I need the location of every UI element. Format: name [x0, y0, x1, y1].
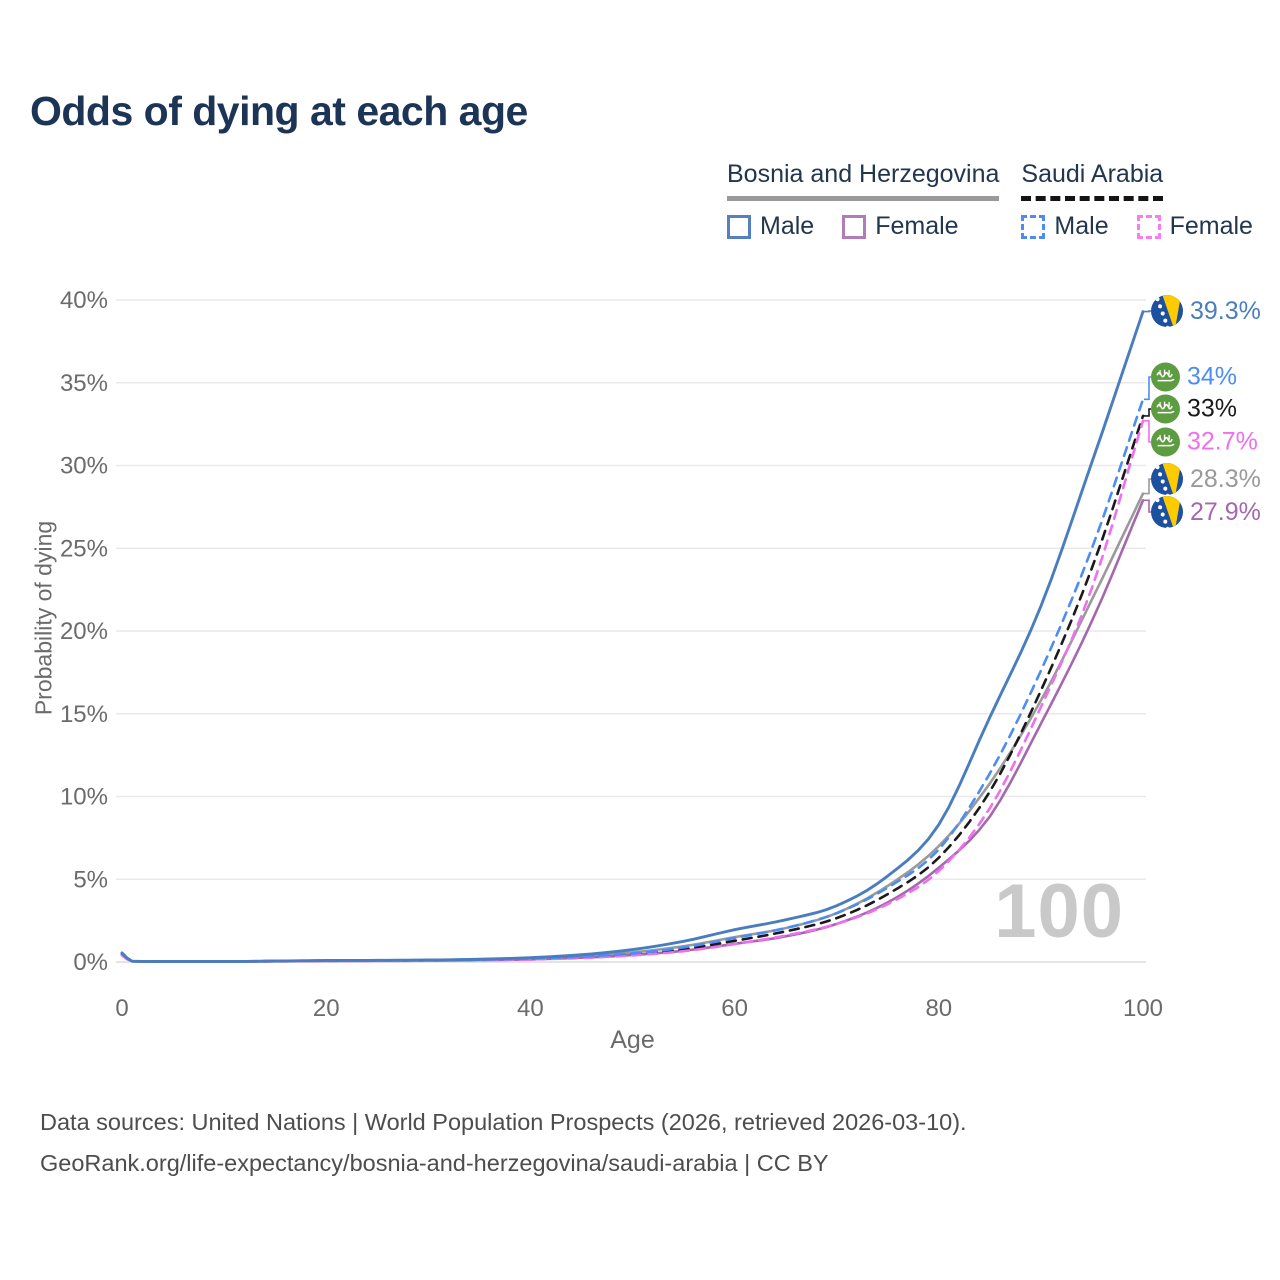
- y-tick-label: 35%: [60, 370, 108, 397]
- legend-label: Female: [875, 212, 959, 240]
- x-tick-label: 60: [721, 995, 748, 1022]
- x-tick-label: 40: [517, 995, 544, 1022]
- series-line-ba-female[interactable]: [120, 499, 1145, 963]
- page-title: Odds of dying at each age: [30, 88, 528, 134]
- legend-country-bosnia[interactable]: Bosnia and Herzegovina: [727, 160, 1000, 201]
- bosnia-female-swatch-icon: [842, 214, 867, 239]
- legend-item-saudi-female[interactable]: Female: [1136, 212, 1253, 241]
- label-connector: [1144, 310, 1151, 313]
- end-label-value: 39.3%: [1190, 296, 1261, 325]
- legend-label: Male: [1054, 212, 1109, 240]
- footer-sources: Data sources: United Nations | World Pop…: [40, 1109, 967, 1135]
- y-tick-label: 25%: [60, 535, 108, 562]
- y-tick-label: 20%: [60, 618, 108, 645]
- saudi-female-swatch-icon: [1136, 214, 1161, 239]
- y-tick-label: 30%: [60, 453, 108, 480]
- y-tick-label: 15%: [60, 701, 108, 728]
- end-label-34: 34%: [1151, 362, 1238, 392]
- end-label-279: 27.9%: [1151, 496, 1261, 528]
- end-label-33: 33%: [1151, 394, 1238, 424]
- y-tick-label: 40%: [60, 287, 108, 314]
- footer: Data sources: United Nations | World Pop…: [40, 1102, 967, 1184]
- end-label-283: 28.3%: [1151, 463, 1261, 495]
- x-tick-label: 80: [925, 995, 952, 1022]
- y-tick-label: 10%: [60, 784, 108, 811]
- end-label-327: 32.7%: [1151, 427, 1258, 457]
- legend-group-bosnia: Bosnia and Herzegovina Male Female: [727, 160, 1000, 241]
- end-label-value: 32.7%: [1187, 427, 1258, 456]
- x-tick-label: 20: [313, 995, 340, 1022]
- bosnia-male-swatch-icon: [727, 214, 751, 239]
- series-line-ba-total[interactable]: [120, 492, 1145, 963]
- bosnia-flag-icon: [1151, 496, 1183, 528]
- legend-group-saudi: Saudi Arabia Male Female: [1021, 160, 1253, 241]
- legend-item-bosnia-female[interactable]: Female: [842, 212, 959, 241]
- legend-label: Male: [760, 212, 815, 240]
- saudi-flag-icon: [1151, 427, 1180, 457]
- legend-item-bosnia-male[interactable]: Male: [727, 212, 814, 241]
- x-tick-label: 0: [115, 995, 128, 1022]
- end-label-value: 27.9%: [1190, 497, 1261, 526]
- end-label-393: 39.3%: [1151, 295, 1261, 327]
- legend: Bosnia and Herzegovina Male Female Saudi…: [727, 160, 1253, 241]
- saudi-flag-icon: [1151, 362, 1180, 392]
- label-connector: [1144, 478, 1151, 495]
- age-counter-watermark: 100: [994, 869, 1124, 954]
- legend-country-saudi[interactable]: Saudi Arabia: [1021, 160, 1164, 201]
- label-connector: [1144, 499, 1151, 513]
- bosnia-flag-icon: [1151, 463, 1183, 495]
- end-label-value: 33%: [1187, 394, 1238, 423]
- y-tick-label: 0%: [73, 949, 108, 976]
- saudi-flag-icon: [1151, 394, 1180, 424]
- legend-label: Female: [1169, 212, 1253, 240]
- series-line-sa-female[interactable]: [120, 419, 1145, 963]
- series-line-ba-male[interactable]: [120, 310, 1145, 963]
- legend-item-saudi-male[interactable]: Male: [1021, 212, 1109, 241]
- label-connector: [1144, 420, 1151, 443]
- x-axis-title: Age: [610, 1026, 655, 1054]
- end-label-value: 28.3%: [1190, 464, 1261, 493]
- y-tick-label: 5%: [73, 866, 108, 893]
- label-connector: [1144, 376, 1151, 401]
- y-axis-title: Probability of dying: [30, 520, 57, 716]
- label-connector: [1144, 408, 1151, 417]
- footer-link: GeoRank.org/life-expectancy/bosnia-and-h…: [40, 1150, 829, 1176]
- x-tick-label: 100: [1123, 995, 1163, 1022]
- saudi-male-swatch-icon: [1021, 214, 1046, 239]
- bosnia-flag-icon: [1151, 295, 1183, 327]
- series-line-sa-male[interactable]: [120, 398, 1145, 963]
- end-label-value: 34%: [1187, 362, 1238, 391]
